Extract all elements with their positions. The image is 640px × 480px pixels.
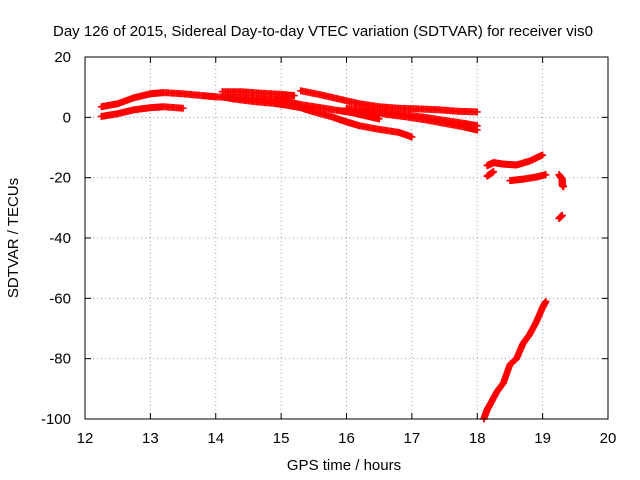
data-point	[290, 92, 298, 100]
x-tick-label: 14	[207, 430, 224, 447]
series-8	[483, 151, 547, 170]
series-10	[506, 171, 550, 185]
x-tick-label: 17	[404, 430, 421, 447]
data-point	[375, 115, 383, 123]
series-1	[97, 89, 383, 123]
data-point	[539, 151, 547, 159]
x-tick-label: 12	[77, 430, 94, 447]
data-point	[490, 168, 498, 176]
y-tick-label: -80	[49, 351, 71, 368]
y-tick-label: 20	[54, 49, 71, 66]
x-tick-label: 15	[273, 430, 290, 447]
y-axis-label: SDTVAR / TECUs	[5, 178, 22, 298]
x-tick-label: 16	[338, 430, 355, 447]
tick-labels: 12 13 14 15 16 17 18 19 20 -100 -80 -60 -40 -20 0 20	[41, 49, 616, 447]
x-tick-label: 19	[534, 430, 551, 447]
series-3	[218, 93, 416, 141]
y-tick-label: -60	[49, 290, 71, 307]
data-point	[542, 297, 550, 305]
y-tick-label: -20	[49, 170, 71, 187]
series-12	[555, 211, 566, 222]
x-tick-label: 18	[469, 430, 486, 447]
data-points	[97, 87, 568, 423]
series-9	[483, 168, 498, 180]
series-5	[297, 87, 481, 116]
y-tick-label: -100	[41, 411, 71, 428]
y-tick-label: 0	[63, 109, 71, 126]
data-point	[542, 171, 550, 179]
x-tick-label: 20	[600, 430, 617, 447]
series-4	[218, 88, 298, 100]
data-point	[473, 108, 481, 116]
data-point	[473, 126, 481, 134]
data-point	[179, 104, 187, 112]
series-13	[480, 297, 550, 423]
x-axis-label: GPS time / hours	[287, 457, 401, 474]
axis-ticks	[84, 56, 609, 420]
data-point	[558, 211, 566, 219]
series-7	[362, 106, 481, 134]
data-point	[408, 133, 416, 141]
x-tick-label: 13	[142, 430, 159, 447]
series-11	[555, 171, 568, 191]
data-point	[560, 183, 568, 191]
chart-title: Day 126 of 2015, Sidereal Day-to-day VTE…	[53, 23, 593, 40]
series-2	[97, 103, 187, 120]
grid-lines	[85, 57, 608, 419]
y-tick-label: -40	[49, 230, 71, 247]
